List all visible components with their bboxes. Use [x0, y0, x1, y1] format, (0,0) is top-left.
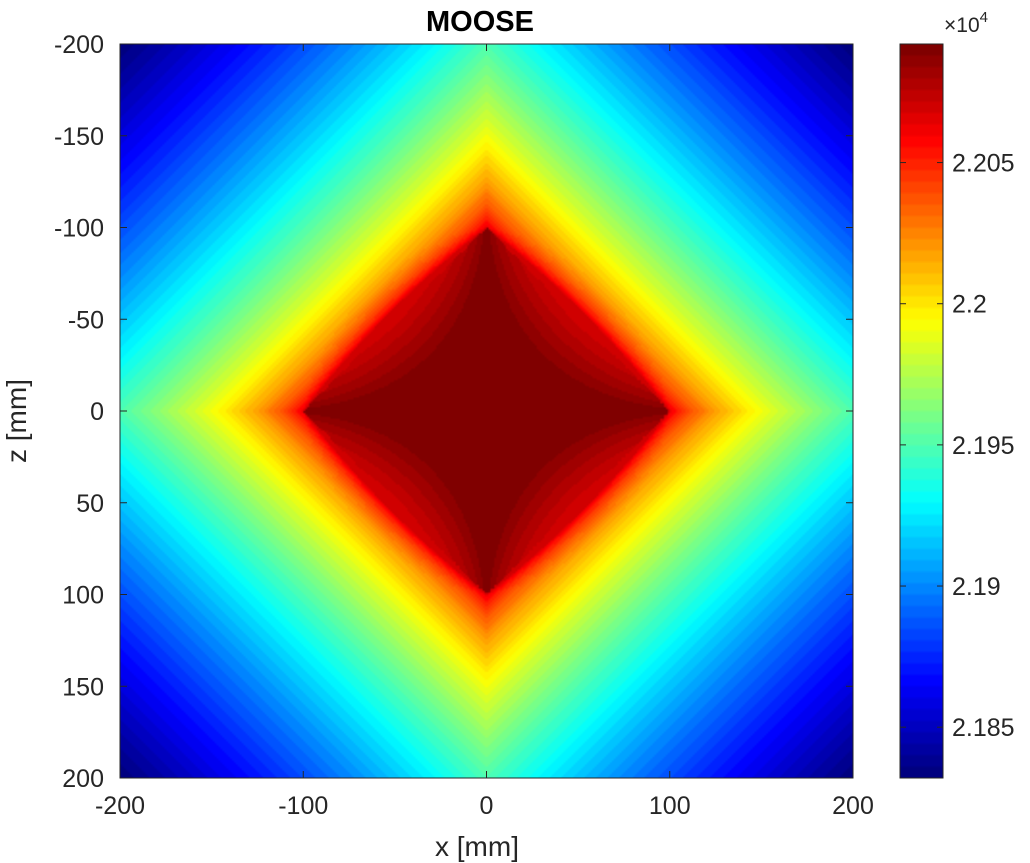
x-tick-label: 200	[832, 792, 874, 820]
y-axis: -200 -150 -100 -50 0 50 100 150 200	[54, 31, 853, 793]
chart-title: MOOSE	[426, 6, 534, 38]
colorbar-tick-label: 2.205	[952, 150, 1015, 178]
colorbar-tick-label: 2.195	[952, 432, 1015, 460]
colorbar-tick-label: 2.2	[952, 291, 987, 319]
x-tick-label: -200	[95, 792, 145, 820]
plot-area	[119, 43, 854, 779]
colorbar-tick-label: 2.185	[952, 714, 1015, 742]
colorbar-exponent: ×104	[944, 9, 988, 37]
y-tick-label: 100	[62, 582, 104, 610]
x-tick-label: -100	[278, 792, 328, 820]
colorbar: 2.185 2.19 2.195 2.2 2.205 ×104	[899, 9, 1015, 779]
x-tick-label: 0	[480, 792, 494, 820]
y-tick-label: -100	[54, 215, 104, 243]
y-tick-label: 0	[90, 398, 104, 426]
colorbar-gradient	[900, 44, 943, 778]
heatmap-field	[120, 44, 853, 778]
x-axis: -200 -100 0 100 200	[95, 44, 874, 820]
y-tick-label: 200	[62, 765, 104, 793]
y-tick-label: -50	[68, 306, 104, 334]
y-tick-label: -150	[54, 123, 104, 151]
y-tick-label: 50	[76, 490, 104, 518]
x-tick-label: 100	[649, 792, 691, 820]
x-axis-label: x [mm]	[435, 831, 519, 862]
y-tick-label: -200	[54, 31, 104, 59]
y-tick-label: 150	[62, 673, 104, 701]
colorbar-tick-label: 2.19	[952, 573, 1001, 601]
colorbar-frame	[899, 43, 944, 779]
colorbar-ticks: 2.185 2.19 2.195 2.2 2.205	[900, 150, 1015, 742]
y-axis-label: z [mm]	[1, 379, 32, 463]
